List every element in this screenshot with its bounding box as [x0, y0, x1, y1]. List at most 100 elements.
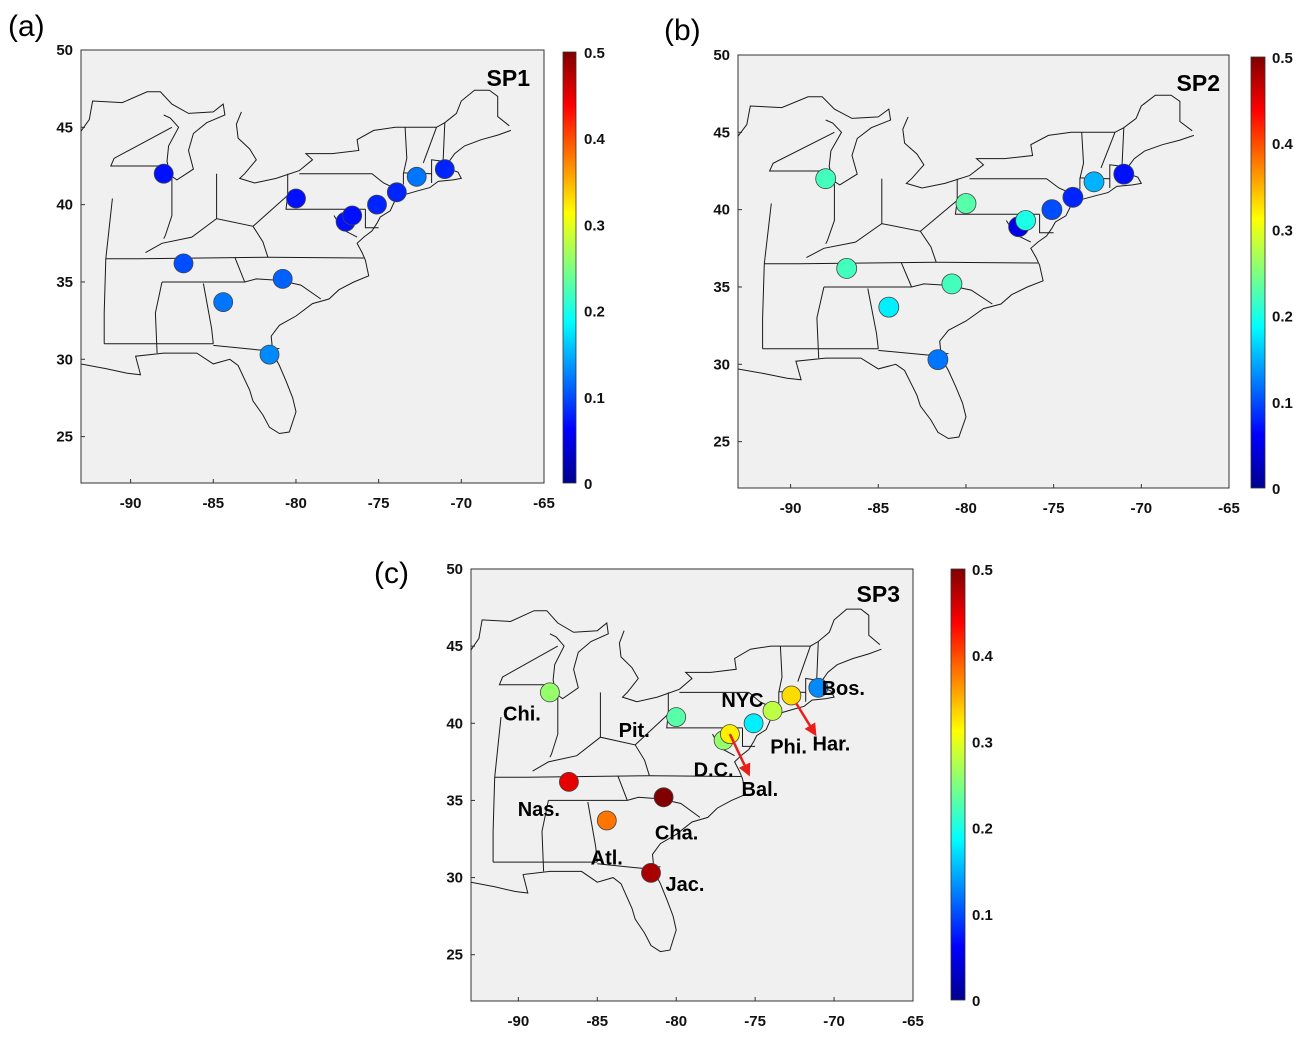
boundary-line [285, 173, 366, 210]
x-tick-label: -80 [665, 1013, 687, 1030]
boundary-line [145, 218, 269, 258]
x-tick-label: -90 [508, 1013, 530, 1030]
y-tick-label: 50 [713, 47, 730, 64]
x-tick-label: -80 [285, 495, 307, 512]
annotation-arrow [795, 702, 817, 737]
boundary-line [494, 775, 741, 778]
site-marker [596, 810, 617, 831]
boundary-line [402, 127, 408, 185]
site-marker [559, 772, 579, 792]
boundary-line [1100, 132, 1116, 169]
boundary-line [549, 697, 559, 758]
site-marker [434, 159, 455, 180]
site-marker [955, 193, 977, 214]
site-marker [286, 188, 306, 209]
site-marker [878, 296, 900, 318]
y-tick-label: 45 [446, 638, 463, 655]
map-label: SP3 [857, 581, 900, 607]
y-tick-label: 40 [446, 715, 463, 732]
site-marker [1062, 186, 1084, 208]
boundary-line [103, 198, 113, 344]
y-tick-label: 45 [56, 119, 73, 136]
boundary-line [954, 178, 1040, 215]
y-tick-label: 30 [56, 351, 73, 368]
boundary-line [738, 134, 1195, 440]
x-tick-label: -75 [368, 495, 390, 512]
x-tick-label: -75 [1043, 500, 1065, 517]
site-marker [367, 194, 387, 215]
panel-letter: (b) [664, 14, 701, 47]
colorbar-tick-label: 0.5 [584, 45, 605, 62]
city-label: Cha. [655, 822, 698, 844]
colorbar [562, 51, 577, 484]
boundary-line [532, 736, 650, 776]
x-tick-label: -85 [202, 495, 224, 512]
colorbar [1250, 56, 1266, 489]
colorbar-tick-label: 0 [1272, 481, 1280, 498]
boundary-line [471, 610, 609, 700]
site-marker [836, 257, 858, 279]
y-tick-label: 35 [446, 792, 463, 809]
city-label: Bos. [822, 678, 865, 700]
site-marker [762, 701, 783, 721]
site-marker [781, 685, 802, 706]
site-marker [941, 273, 963, 295]
boundary-line [920, 200, 958, 232]
boundary-line [81, 129, 512, 435]
boundary-line [738, 96, 892, 186]
boundary-line [764, 261, 1038, 265]
panel-letter: (a) [8, 10, 45, 43]
y-tick-label: 25 [446, 947, 463, 964]
map-axes-frame [470, 568, 914, 1002]
y-tick-label: 50 [446, 561, 463, 578]
panel-letter: (c) [374, 557, 409, 590]
boundary-line [805, 641, 819, 702]
site-marker [1083, 171, 1105, 193]
boundary-line [617, 775, 628, 801]
site-marker [815, 168, 837, 190]
colorbar-tick-label: 0.2 [584, 304, 605, 321]
site-marker [173, 253, 194, 274]
boundary-line [825, 183, 835, 244]
colorbar-tick-label: 0 [972, 993, 980, 1010]
site-marker [1015, 210, 1036, 231]
x-tick-label: -90 [120, 495, 142, 512]
site-markers [540, 677, 829, 883]
site-marker [406, 166, 427, 187]
city-label: Chi. [503, 703, 541, 725]
boundary-line [234, 257, 246, 283]
y-axis-ticks: 25 30 35 40 45 50 [713, 47, 742, 451]
colorbar-tick-label: 0.3 [1272, 222, 1293, 239]
boundary-line [1079, 132, 1085, 190]
colorbar-ticks: 0 0.1 0.2 0.3 0.4 0.5 [1272, 50, 1294, 498]
x-tick-label: -65 [902, 1013, 924, 1030]
city-label: Nas. [518, 799, 560, 821]
boundary-line [471, 648, 882, 953]
annotation-arrow [728, 733, 751, 777]
boundary-line [900, 262, 913, 288]
site-marker [153, 163, 174, 184]
site-marker [342, 205, 363, 226]
boundary-line [806, 223, 937, 263]
y-axis-ticks: 25 30 35 40 45 50 [56, 42, 85, 446]
site-marker [386, 182, 407, 203]
site-marker [927, 349, 949, 371]
colorbar-tick-label: 0.4 [1272, 136, 1294, 153]
x-axis-ticks: -90 -85 -80 -75 -70 -65 [780, 484, 1240, 517]
boundary-line [1039, 214, 1054, 234]
map-axes-frame [80, 49, 545, 484]
boundary-line [154, 281, 163, 354]
site-marker [653, 787, 674, 808]
city-label: Phi. [770, 736, 807, 758]
site-marker [1113, 163, 1135, 185]
map-axes-frame [737, 54, 1230, 489]
map-label: SP1 [487, 65, 531, 91]
y-tick-label: 40 [713, 202, 730, 219]
colorbar-ticks: 0 0.1 0.2 0.3 0.4 0.5 [972, 562, 994, 1010]
colorbar-tick-label: 0.2 [972, 821, 993, 838]
boundary-line [235, 89, 510, 184]
colorbar-tick-label: 0.1 [584, 390, 605, 407]
